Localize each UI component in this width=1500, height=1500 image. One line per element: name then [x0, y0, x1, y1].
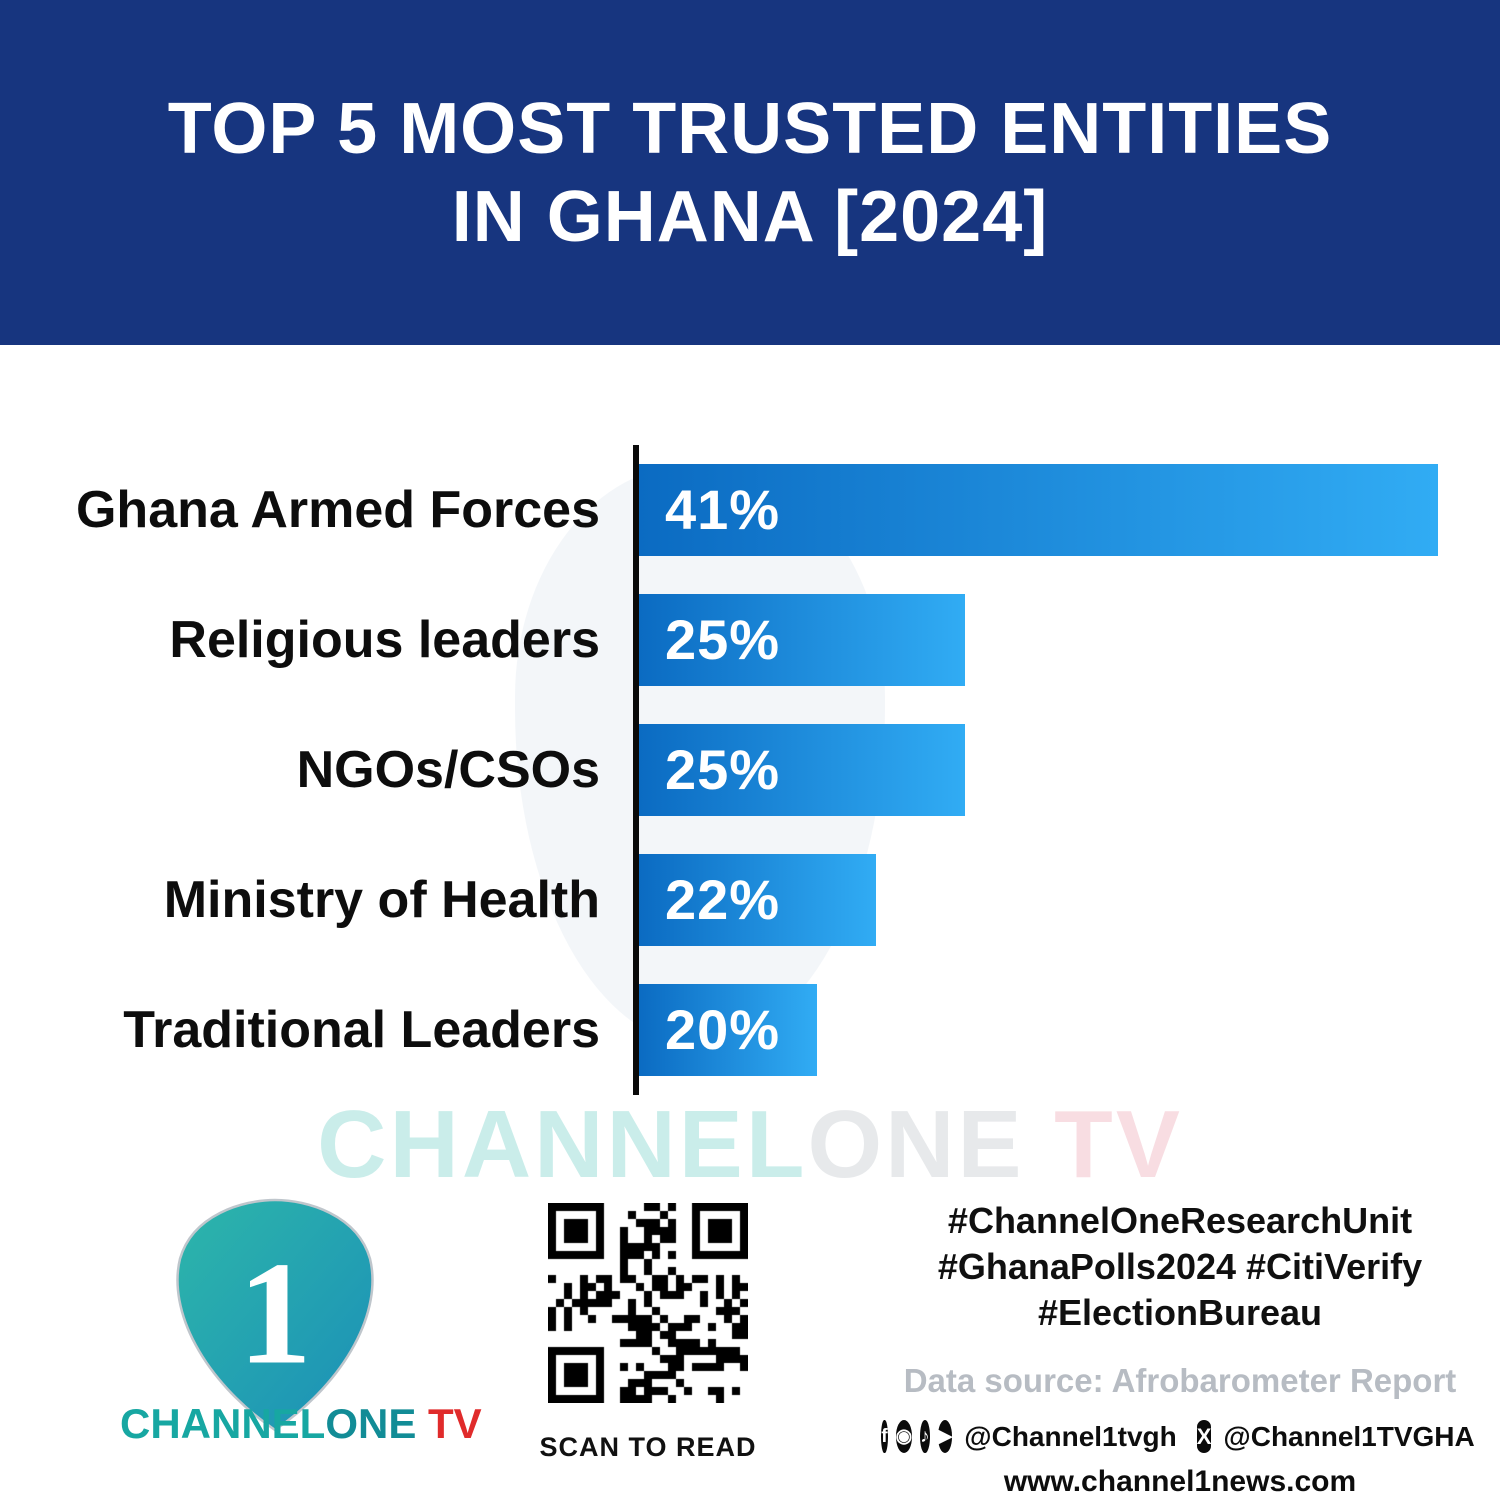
page-title: TOP 5 MOST TRUSTED ENTITIES IN GHANA [20…	[168, 85, 1332, 261]
bar: 25%	[639, 724, 965, 816]
title-line-2: IN GHANA [2024]	[451, 176, 1049, 257]
tiktok-icon: ♪	[920, 1420, 930, 1453]
instagram-icon: ◉	[895, 1420, 913, 1453]
brand-tv: TV	[416, 1400, 482, 1447]
value-label: 22%	[665, 868, 781, 931]
logo-pick-icon: 1	[176, 1198, 374, 1432]
brand-one: ONE	[325, 1400, 417, 1447]
watermark-tv: TV	[1024, 1091, 1183, 1198]
handle-1: @Channel1tvgh	[964, 1420, 1177, 1452]
header-band: TOP 5 MOST TRUSTED ENTITIES IN GHANA [20…	[0, 0, 1500, 345]
bar: 41%	[639, 464, 1438, 556]
category-label: Religious leaders	[169, 611, 600, 669]
brand-wordmark: CHANNELONE TV	[120, 1400, 482, 1448]
chart-row: NGOs/CSOs 25%	[0, 724, 1500, 816]
qr-code	[548, 1203, 748, 1403]
watermark-text: CHANNELONE TV	[0, 1090, 1500, 1200]
watermark-channel: CHANNEL	[317, 1091, 808, 1198]
bar: 25%	[639, 594, 965, 686]
category-label: Traditional Leaders	[123, 1001, 600, 1059]
hashtag-line-3: #ElectionBureau	[1037, 1292, 1323, 1333]
hashtag-line-2: #GhanaPolls2024 #CitiVerify	[937, 1246, 1423, 1287]
title-line-1: TOP 5 MOST TRUSTED ENTITIES	[167, 88, 1333, 169]
axis-line	[633, 445, 639, 1095]
category-label: Ghana Armed Forces	[75, 481, 600, 539]
chart-row: Religious leaders 25%	[0, 594, 1500, 686]
x-icon: X	[1196, 1420, 1212, 1453]
website-url: www.channel1news.com	[1003, 1465, 1357, 1498]
facebook-icon: f	[881, 1420, 888, 1453]
value-label: 20%	[665, 998, 781, 1061]
bar: 22%	[639, 854, 876, 946]
qr-caption: SCAN TO READ	[539, 1432, 757, 1462]
value-label: 41%	[665, 478, 781, 541]
chart-row: Ministry of Health 22%	[0, 854, 1500, 946]
chart-row: Ghana Armed Forces 41%	[0, 464, 1500, 556]
watermark-one: ONE	[807, 1091, 1025, 1198]
social-row: f ◉ ♪ ▶ @Channel1tvgh X @Channel1TVGHA	[881, 1420, 1475, 1453]
category-label: Ministry of Health	[163, 871, 600, 929]
chart-row: Traditional Leaders 20%	[0, 984, 1500, 1076]
brand-channel: CHANNEL	[120, 1400, 326, 1447]
bar: 20%	[639, 984, 817, 1076]
data-source: Data source: Afrobarometer Report	[903, 1362, 1457, 1399]
handle-2: @Channel1TVGHA	[1223, 1420, 1475, 1452]
value-label: 25%	[665, 608, 781, 671]
value-label: 25%	[665, 738, 781, 801]
youtube-icon: ▶	[937, 1420, 953, 1453]
hashtags: #ChannelOneResearchUnit #GhanaPolls2024 …	[900, 1198, 1460, 1336]
channel-one-logo: 1	[150, 1190, 400, 1440]
hashtag-line-1: #ChannelOneResearchUnit	[947, 1200, 1413, 1241]
footer-right-block: #ChannelOneResearchUnit #GhanaPolls2024 …	[881, 1198, 1475, 1499]
category-label: NGOs/CSOs	[296, 741, 600, 799]
logo-one-glyph: 1	[238, 1232, 312, 1395]
